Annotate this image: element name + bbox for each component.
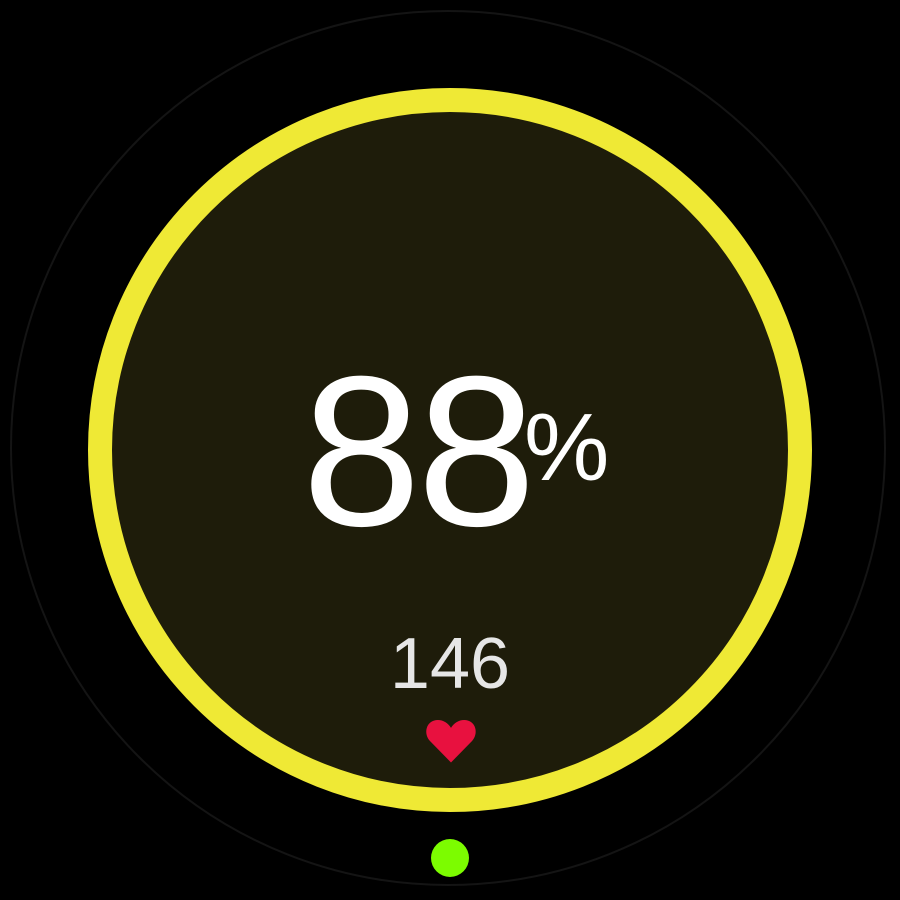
gauge-value: 88	[302, 332, 536, 571]
bezel-arc	[10, 10, 886, 886]
gauge-unit: %	[524, 394, 610, 501]
heart-rate-value: 146	[389, 624, 511, 704]
heart-icon	[426, 720, 476, 763]
page-indicator-dot[interactable]	[431, 839, 469, 877]
